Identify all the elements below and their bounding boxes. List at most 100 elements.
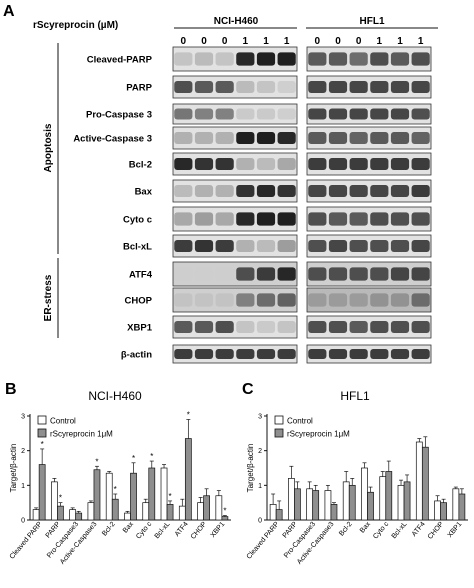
- blot-band: [411, 80, 430, 94]
- y-axis-label: Target/β-actin: [9, 444, 18, 493]
- blot-band: [236, 349, 255, 359]
- blot-band: [215, 349, 234, 359]
- significance-marker: *: [168, 492, 171, 501]
- bar-rscyreprocin-1-m-bax: [130, 472, 137, 521]
- y-tick-label: 2: [258, 448, 262, 455]
- blot-band: [174, 267, 193, 281]
- blot-band: [277, 184, 296, 198]
- x-tick-label: XBP1: [447, 521, 464, 539]
- blot-band: [215, 108, 234, 120]
- bar-rscyreprocin-1-m-bcl-xl: [403, 481, 411, 521]
- x-tick-label: PARP: [45, 521, 62, 540]
- significance-marker: *: [59, 494, 62, 503]
- treatment-label: rScyreprocin (µM): [33, 20, 118, 31]
- blot-label-parp: PARP: [126, 83, 152, 94]
- blot-band: [194, 80, 214, 94]
- bar-rscyreprocin-1-m-parp: [294, 488, 301, 521]
- bar-rscyreprocin-1-m-pro-caspase3: [312, 490, 320, 521]
- blot-band: [174, 184, 193, 198]
- blot-band: [308, 157, 327, 171]
- blot-band: [349, 293, 368, 307]
- bar-control-atf4: [178, 505, 186, 521]
- blot-label-actin: β-actin: [121, 350, 152, 361]
- blot-band: [277, 349, 296, 359]
- blot-band: [390, 320, 410, 334]
- dose-label: 0: [315, 36, 321, 47]
- blot-band: [308, 293, 327, 307]
- blot-band: [277, 157, 296, 171]
- blot-band: [349, 184, 368, 198]
- blot-band: [308, 267, 327, 281]
- blot-label-active-caspase-3: Active-Caspase 3: [73, 134, 152, 145]
- blot-band: [349, 52, 368, 66]
- blot-label-bcl-xl: Bcl-xL: [123, 242, 152, 253]
- blot-band: [174, 157, 193, 171]
- blot-band: [308, 131, 327, 145]
- bar-rscyreprocin-1-m-atf4: [421, 446, 429, 521]
- blot-band: [390, 293, 410, 307]
- blot-band: [277, 212, 296, 226]
- legend-swatch-rscyreprocin-1-m: [274, 428, 284, 438]
- blot-label-atf4: ATF4: [129, 270, 153, 281]
- blot-band: [370, 108, 389, 120]
- blot-band: [174, 293, 193, 307]
- blot-strip: [306, 46, 432, 72]
- x-tick-label: Bax: [359, 520, 372, 534]
- blot-band: [390, 184, 410, 198]
- blot-band: [411, 349, 430, 359]
- blot-band: [308, 320, 327, 334]
- x-tick-label: ATF4: [174, 521, 190, 538]
- blot-band: [256, 131, 276, 145]
- blot-band: [277, 80, 296, 94]
- significance-marker: *: [114, 485, 117, 494]
- blot-band: [277, 320, 296, 334]
- blot-band: [370, 320, 389, 334]
- blot-band: [308, 80, 327, 94]
- blot-band: [390, 267, 410, 281]
- blot-band: [174, 320, 193, 334]
- blot-band: [390, 349, 410, 359]
- blot-band: [174, 52, 193, 66]
- chart-title-h460: NCI-H460: [88, 389, 142, 403]
- blot-band: [174, 239, 193, 253]
- bar-control-xbp1: [215, 495, 223, 521]
- blot-band: [328, 293, 348, 307]
- bar-control-pro-caspase3: [306, 488, 314, 521]
- bar-control-parp: [288, 478, 295, 521]
- chart-title-hfl1: HFL1: [340, 389, 370, 403]
- x-tick-label: PARP: [282, 521, 299, 540]
- blot-band: [236, 293, 255, 307]
- blot-band: [256, 157, 276, 171]
- legend-label-rscyreprocin-1-m: rScyreprocin 1μM: [50, 430, 113, 439]
- bar-rscyreprocin-1-m-xbp1: [458, 493, 466, 521]
- significance-marker: *: [223, 506, 226, 515]
- blot-label-chop: CHOP: [125, 296, 153, 307]
- bar-chart-nci-h460: B NCI-H460 0 1 2 3 Target/β-actin Control rScy…: [5, 381, 231, 566]
- blot-band: [411, 293, 430, 307]
- blot-band: [215, 80, 234, 94]
- significance-marker: *: [187, 410, 190, 419]
- bar-rscyreprocin-1-m-cyto-c: [385, 471, 393, 521]
- blot-band: [349, 131, 368, 145]
- blot-band: [236, 320, 255, 334]
- blot-band: [349, 80, 368, 94]
- blot-band: [174, 349, 193, 359]
- significance-marker: *: [95, 457, 98, 466]
- blot-band: [328, 320, 348, 334]
- x-tick-label: XBP1: [210, 521, 227, 539]
- y-tick-label: 0: [258, 518, 262, 525]
- blot-band: [256, 267, 276, 281]
- blot-band: [349, 349, 368, 359]
- bar-control-active-caspase3: [324, 490, 332, 521]
- dose-label: 1: [263, 36, 269, 47]
- blot-band: [194, 184, 214, 198]
- blot-band: [390, 212, 410, 226]
- blot-band: [256, 212, 276, 226]
- blot-label-xbp1: XBP1: [127, 323, 153, 334]
- blot-band: [370, 349, 389, 359]
- blot-band: [328, 157, 348, 171]
- y-tick-label: 0: [21, 518, 25, 525]
- bar-control-atf4: [415, 441, 423, 521]
- bar-control-chop: [197, 502, 204, 521]
- blot-strip: [306, 206, 432, 232]
